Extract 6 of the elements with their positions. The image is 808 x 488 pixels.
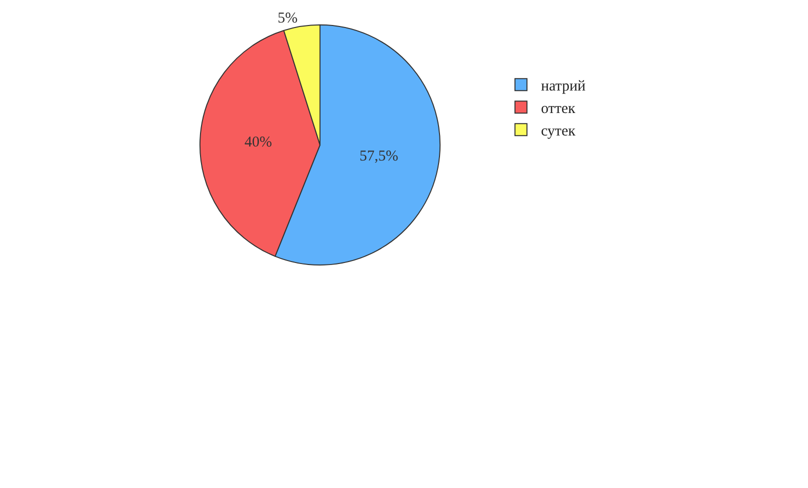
legend-label: оттек [540,100,576,117]
data-label: 5% [278,10,298,26]
data-label: 40% [244,134,272,151]
legend-label: сутек [540,123,576,140]
data-label: 57,5% [360,148,398,164]
legend-label: натрий [540,78,586,94]
